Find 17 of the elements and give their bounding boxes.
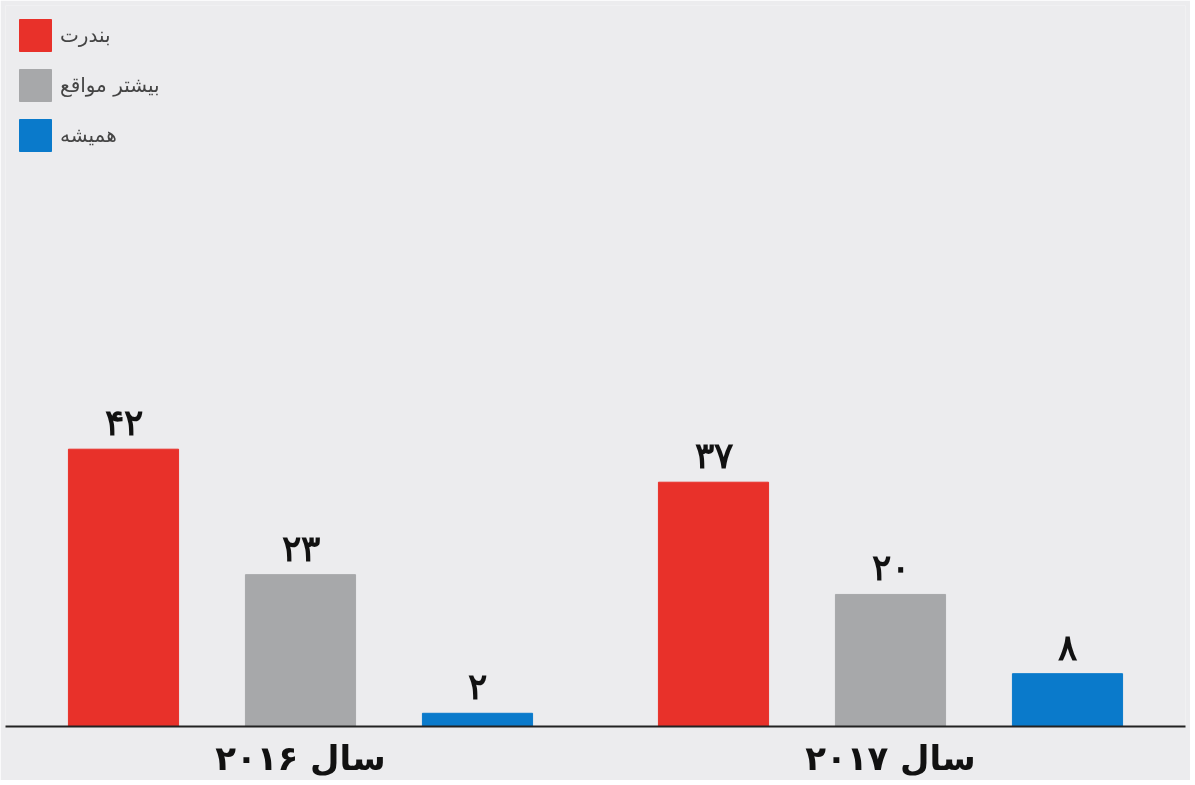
bar [834, 593, 947, 727]
data-label: ۴۲ [104, 403, 143, 444]
data-label: ۲۳ [281, 528, 320, 569]
bar [67, 448, 180, 727]
legend-label: بیشتر مواقع [60, 73, 160, 97]
legend-label: بندرت [60, 23, 111, 47]
data-label: ۳۷ [694, 436, 734, 477]
data-label: ۲۰ [871, 548, 910, 589]
bar [421, 712, 534, 727]
legend-label: همیشه [60, 123, 117, 147]
bar [657, 481, 770, 727]
data-label: ۲ [468, 667, 487, 708]
x-tick-label: سال ۲۰۱۷ [805, 737, 976, 778]
data-label: ۸ [1058, 627, 1078, 668]
x-tick-label: سال ۲۰۱۶ [215, 737, 386, 778]
bar [1011, 673, 1124, 727]
bar [244, 574, 357, 727]
